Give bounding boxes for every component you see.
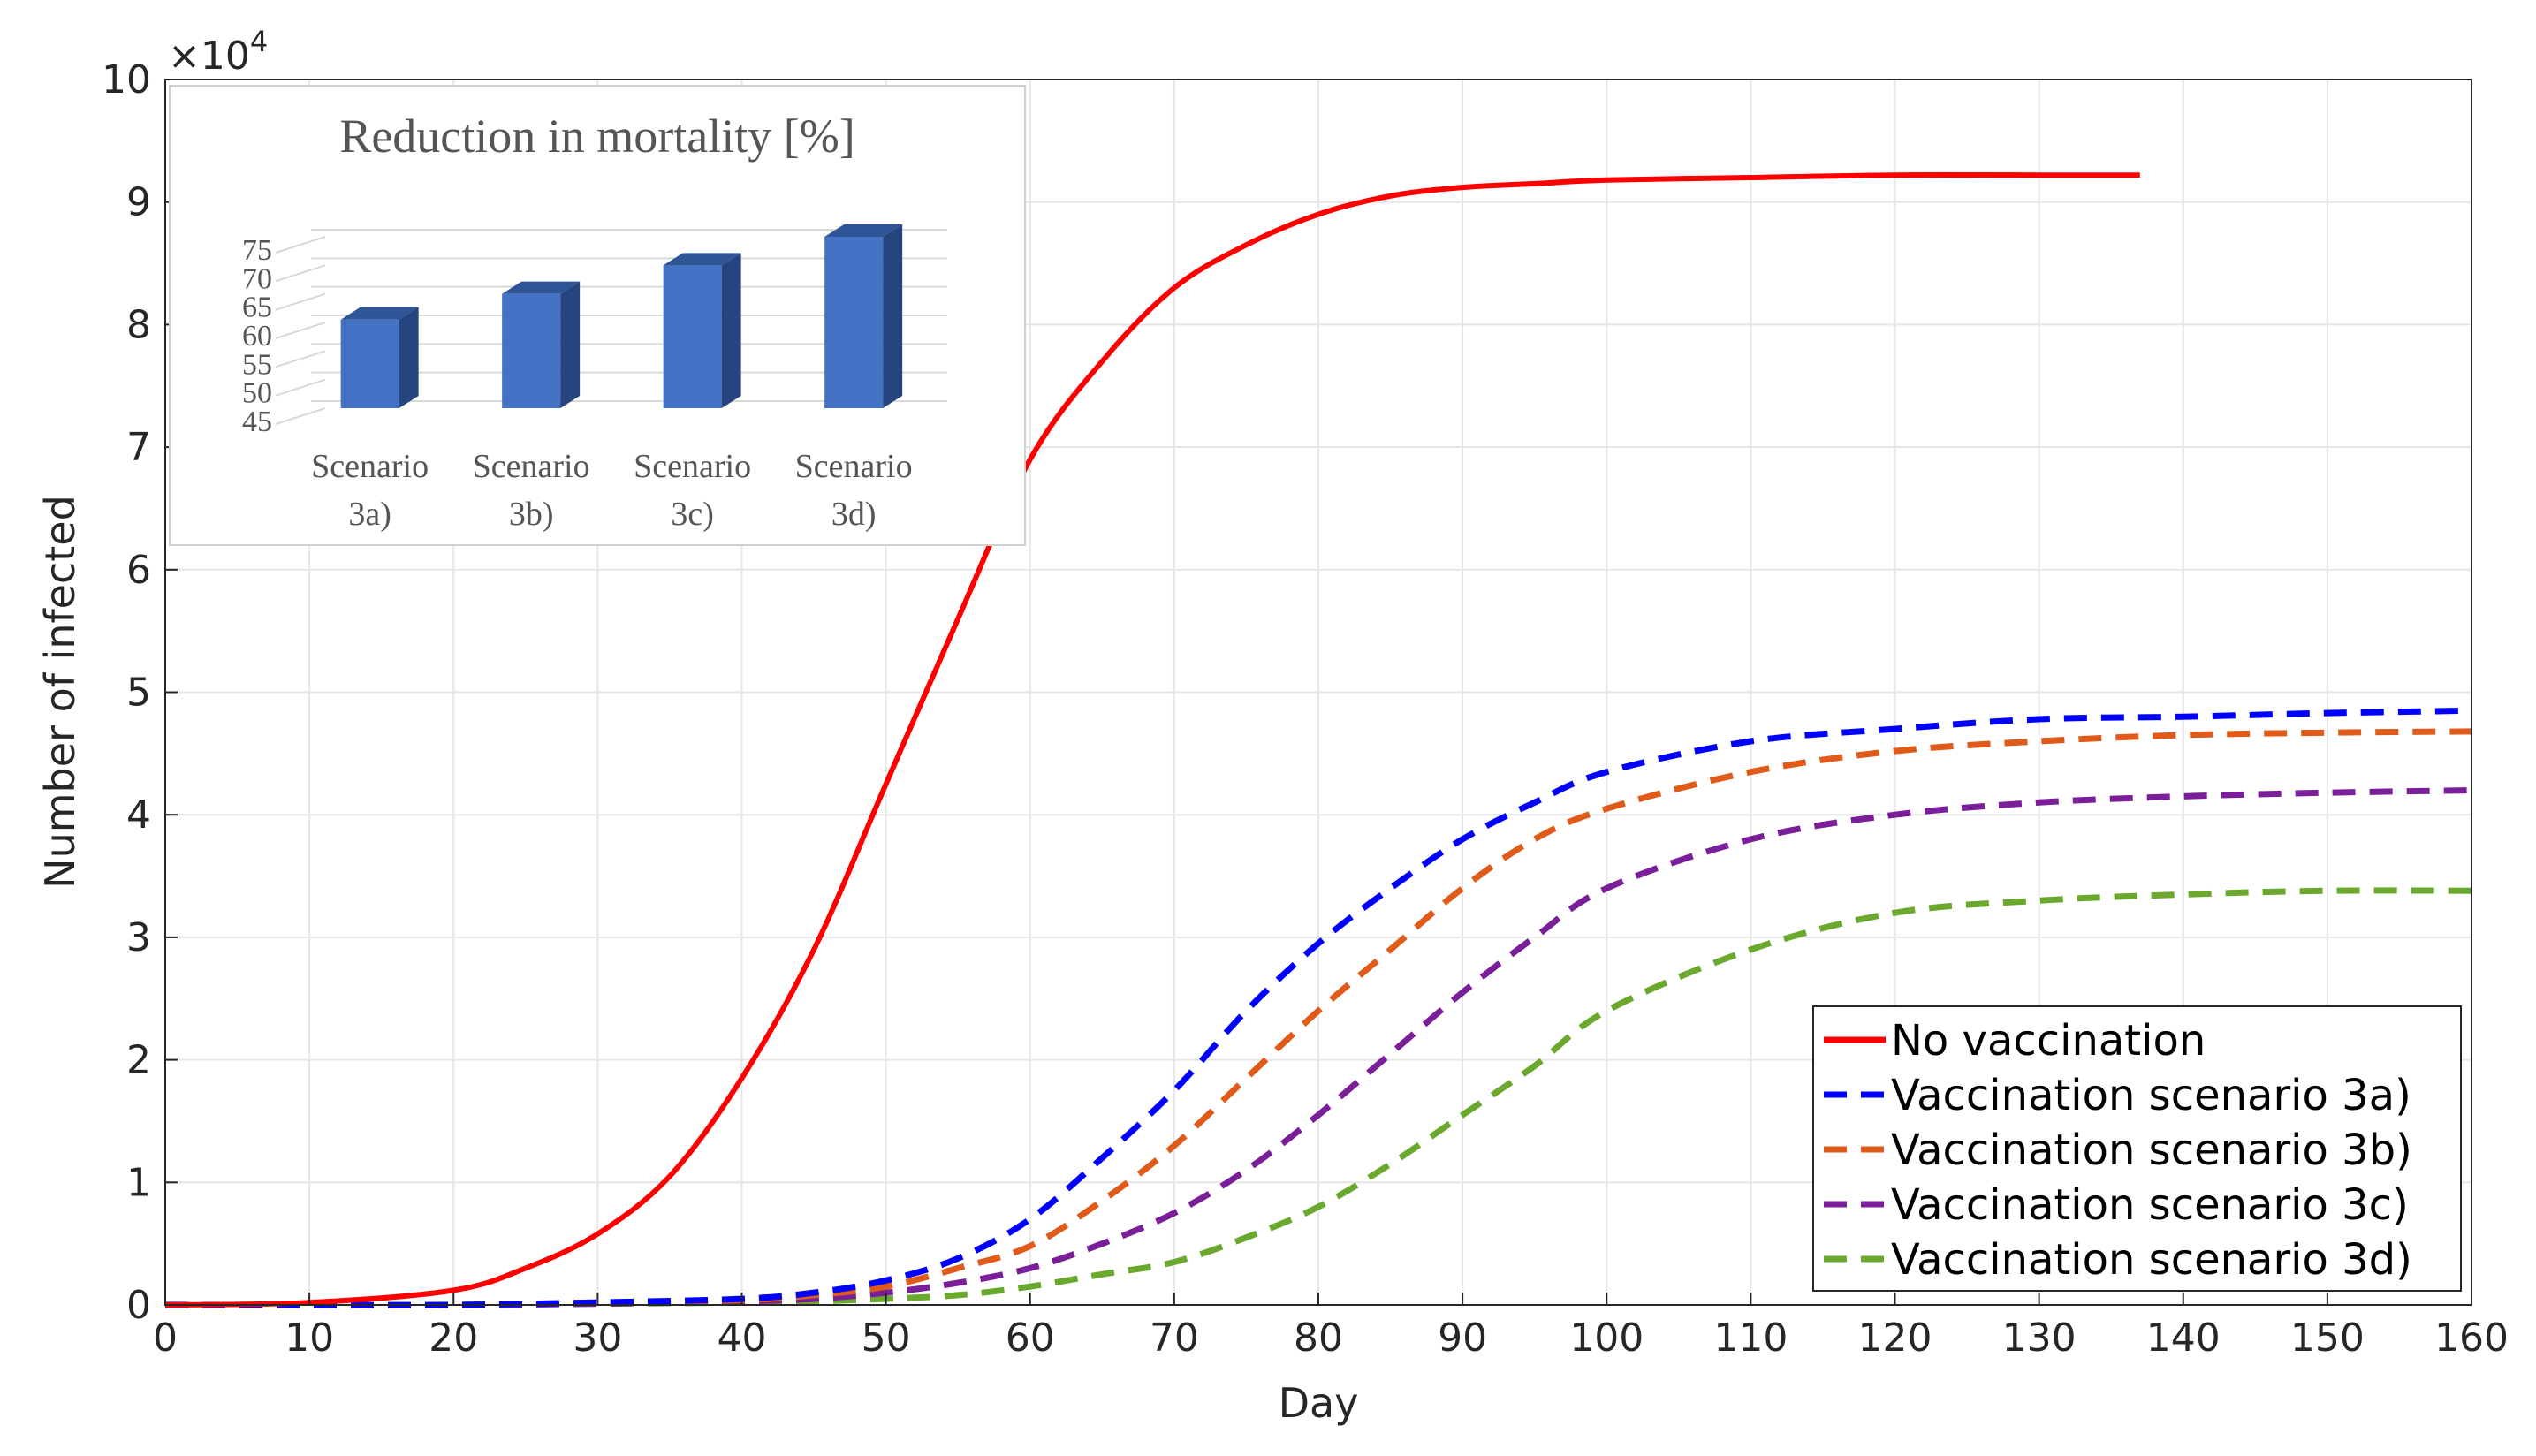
x-tick-label: 140	[2146, 1316, 2221, 1361]
legend-box	[1812, 1005, 2462, 1292]
y-tick-label: 4	[126, 792, 151, 838]
x-axis-title: Day	[1279, 1379, 1359, 1427]
inset-bar-top	[502, 281, 581, 294]
y-tick-label: 9	[126, 180, 151, 225]
x-tick-label: 100	[1569, 1316, 1644, 1361]
y-axis-title: Number of infected	[36, 495, 84, 889]
inset-categories: Scenario 3a) Scenario 3b) Scenario 3c) Scenari…	[311, 448, 912, 533]
legend-label: Vaccination scenario 3b)	[1891, 1126, 2412, 1175]
y-tick-label: 1	[126, 1160, 151, 1205]
series-layer	[164, 171, 2472, 1308]
inset-category-label: 3d)	[831, 496, 877, 533]
inset-grid-diag	[275, 407, 326, 425]
inset-grid-diag	[275, 378, 326, 397]
inset-category-label: Scenario	[634, 448, 751, 485]
legend-label: Vaccination scenario 3d)	[1891, 1235, 2412, 1285]
inset-grid-diag	[275, 322, 326, 339]
y-tick-label: 0	[126, 1283, 151, 1328]
x-tick-label: 130	[2002, 1316, 2077, 1361]
inset-category-label: Scenario	[795, 448, 913, 485]
y-tick-label: 3	[126, 915, 151, 960]
x-ticks: 0 10 20 30 40 50 60 70 80 90 100 110 120 130 140 150 160	[153, 1293, 2509, 1361]
legend-label: Vaccination scenario 3a)	[1891, 1071, 2411, 1120]
y-tick-label: 6	[126, 548, 151, 593]
inset-bar	[502, 293, 561, 408]
inset-grid-diag	[275, 350, 326, 368]
inset-y-tick: 70	[242, 262, 272, 295]
inset-category-label: Scenario	[311, 448, 429, 485]
inset-y-tick: 60	[242, 320, 272, 353]
legend: No vaccination Vaccination scenario 3a) Va…	[1812, 1005, 2462, 1292]
y-tick-label: 7	[126, 425, 151, 470]
series-line-2	[164, 728, 2472, 1308]
x-tick-label: 120	[1858, 1316, 1932, 1361]
inset-bar-side	[399, 307, 419, 408]
inset-grid-diag	[275, 264, 326, 283]
x-tick-label: 20	[429, 1316, 478, 1361]
inset-bar-side	[560, 281, 581, 408]
inset-title: Reduction in mortality [%]	[339, 110, 854, 163]
y-tick-label: 2	[126, 1038, 151, 1083]
inset-bar-side	[721, 253, 741, 408]
y-tick-label: 8	[126, 302, 151, 347]
inset-category-label: 3c)	[671, 496, 714, 533]
legend-label: Vaccination scenario 3c)	[1891, 1180, 2409, 1230]
inset-y-tick: 45	[242, 406, 272, 438]
x-tick-label: 90	[1438, 1316, 1487, 1361]
inset-bar-top	[663, 253, 741, 266]
x-tick-label: 10	[285, 1316, 334, 1361]
x-tick-label: 40	[718, 1316, 767, 1361]
inset-category-label: 3a)	[348, 496, 391, 533]
inset-bars	[340, 224, 903, 408]
inset-bar-chart: Reduction in mortality [%] 4550556065707…	[169, 85, 1026, 546]
inset-y-tick: 55	[242, 348, 272, 381]
y-exponent-label: ×104	[168, 25, 268, 79]
inset-grid-diag	[275, 292, 326, 311]
series-line-0	[164, 171, 2140, 1308]
inset-y-tick: 50	[242, 377, 272, 410]
inset-bar-top	[824, 224, 903, 237]
x-tick-label: 0	[153, 1316, 178, 1361]
legend-label: No vaccination	[1891, 1016, 2206, 1065]
x-tick-label: 50	[862, 1316, 911, 1361]
x-tick-label: 160	[2434, 1316, 2509, 1361]
inset-bar-top	[340, 307, 419, 320]
x-tick-label: 150	[2290, 1316, 2365, 1361]
inset-bar-side	[883, 224, 903, 408]
y-tick-label: 5	[126, 671, 151, 716]
x-tick-label: 30	[573, 1316, 622, 1361]
y-tick-label: 10	[102, 57, 151, 102]
inset-y-tick: 65	[242, 292, 272, 324]
inset-category-label: 3b)	[509, 496, 554, 533]
inset-bar	[340, 319, 399, 408]
inset-bar	[663, 265, 722, 408]
x-tick-label: 60	[1006, 1316, 1055, 1361]
x-tick-label: 80	[1294, 1316, 1343, 1361]
inset-category-label: Scenario	[473, 448, 590, 485]
x-tick-label: 70	[1150, 1316, 1199, 1361]
x-tick-label: 110	[1713, 1316, 1788, 1361]
inset-grid-diag	[275, 236, 326, 254]
inset-y-tick: 75	[242, 234, 272, 267]
series-line-1	[164, 707, 2472, 1308]
inset-bar	[824, 237, 884, 408]
